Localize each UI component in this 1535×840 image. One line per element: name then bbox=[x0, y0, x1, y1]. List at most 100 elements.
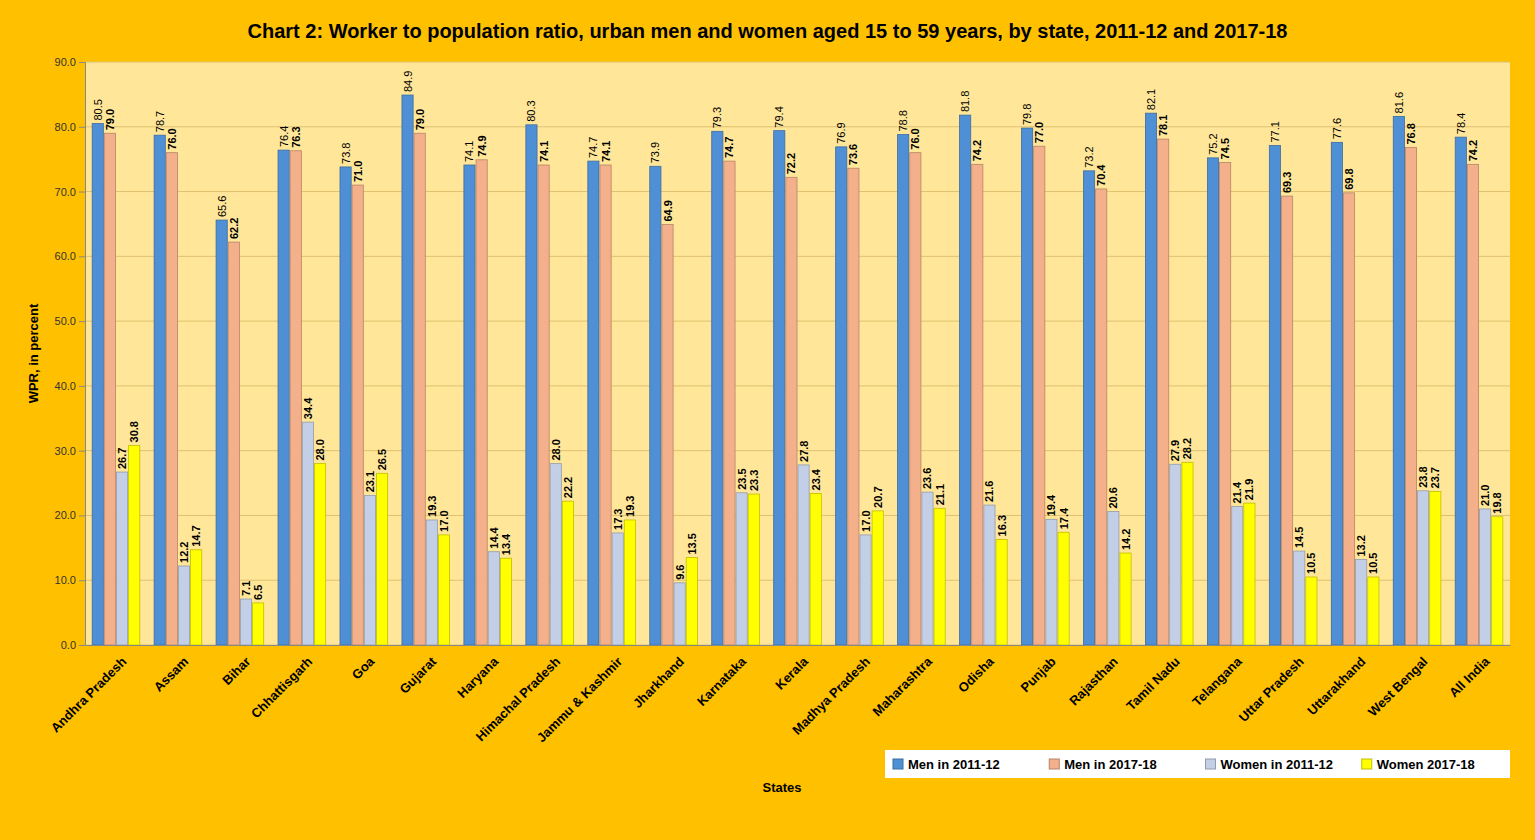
legend-item: Women 2017-18 bbox=[1362, 757, 1475, 772]
data-label: 12.2 bbox=[178, 542, 190, 563]
bar bbox=[302, 422, 313, 645]
data-label: 27.8 bbox=[798, 440, 810, 461]
tick: Bihar bbox=[219, 645, 253, 688]
data-label: 78.7 bbox=[154, 111, 166, 132]
bar bbox=[898, 135, 909, 645]
bar bbox=[600, 165, 611, 645]
data-label: 74.1 bbox=[463, 141, 475, 162]
bar bbox=[1207, 158, 1218, 645]
tick-mark bbox=[79, 515, 85, 516]
data-label: 64.9 bbox=[662, 200, 674, 221]
legend-item: Women in 2011-12 bbox=[1206, 757, 1333, 772]
tick-mark bbox=[79, 127, 85, 128]
bar bbox=[1418, 491, 1429, 645]
data-label: 28.0 bbox=[314, 439, 326, 460]
bar bbox=[426, 520, 437, 645]
bar bbox=[1343, 193, 1354, 645]
data-label: 78.1 bbox=[1157, 115, 1169, 136]
tick-label: Assam bbox=[151, 654, 192, 695]
tick-label: Andhra Pradesh bbox=[48, 654, 130, 736]
bar bbox=[129, 445, 140, 645]
data-label: 23.4 bbox=[810, 468, 822, 490]
data-label: 23.8 bbox=[1417, 466, 1429, 487]
data-label: 34.4 bbox=[302, 397, 314, 419]
data-label: 23.6 bbox=[921, 468, 933, 489]
data-label: 79.8 bbox=[1021, 104, 1033, 125]
data-label: 76.8 bbox=[1405, 123, 1417, 144]
data-label: 17.4 bbox=[1058, 507, 1070, 529]
bar bbox=[1158, 139, 1169, 645]
background bbox=[0, 0, 1535, 840]
bar bbox=[1368, 577, 1379, 645]
tick: Karnataka bbox=[694, 645, 750, 709]
bar bbox=[588, 161, 599, 645]
bar-series bbox=[129, 445, 1503, 645]
data-label: 23.1 bbox=[364, 471, 376, 492]
data-label: 21.6 bbox=[983, 481, 995, 502]
data-label: 76.3 bbox=[290, 126, 302, 147]
bar bbox=[612, 533, 623, 645]
bar bbox=[216, 220, 227, 645]
tick-mark bbox=[79, 192, 85, 193]
data-label: 16.3 bbox=[996, 515, 1008, 536]
tick-label: West Bengal bbox=[1365, 654, 1431, 720]
data-label: 17.0 bbox=[438, 510, 450, 531]
tick-label: Odisha bbox=[955, 653, 997, 695]
data-label: 76.4 bbox=[278, 126, 290, 147]
tick-mark bbox=[79, 386, 85, 387]
data-label: 74.7 bbox=[723, 137, 735, 158]
bar bbox=[364, 495, 375, 645]
tick-label: Karnataka bbox=[694, 653, 750, 709]
bar bbox=[402, 95, 413, 645]
tick: Tamil Nadu bbox=[1123, 645, 1183, 713]
data-label: 79.0 bbox=[104, 109, 116, 130]
bar bbox=[674, 583, 685, 645]
data-label: 20.6 bbox=[1107, 487, 1119, 508]
bar bbox=[253, 603, 264, 645]
bar bbox=[104, 133, 115, 645]
bar bbox=[1058, 532, 1069, 645]
bar bbox=[774, 131, 785, 645]
bar bbox=[1220, 162, 1231, 645]
bar bbox=[1096, 189, 1107, 645]
tick-label: 0.0 bbox=[61, 639, 76, 651]
bar bbox=[526, 125, 537, 645]
tick-label: Bihar bbox=[219, 654, 253, 688]
tick-label: Uttar Pradesh bbox=[1236, 654, 1307, 725]
tick: Assam bbox=[151, 645, 192, 695]
data-label: 74.7 bbox=[587, 137, 599, 158]
legend-box bbox=[885, 750, 1510, 778]
bar bbox=[1244, 503, 1255, 645]
data-label: 76.9 bbox=[835, 122, 847, 143]
tick-label: Madhya Pradesh bbox=[789, 654, 873, 738]
bar bbox=[414, 133, 425, 645]
bar bbox=[352, 185, 363, 645]
bar bbox=[1120, 553, 1131, 645]
data-label: 21.0 bbox=[1479, 485, 1491, 506]
data-label: 72.2 bbox=[785, 153, 797, 174]
tick-label: 50.0 bbox=[55, 315, 76, 327]
bar bbox=[538, 165, 549, 645]
bar bbox=[1108, 512, 1119, 645]
bar bbox=[1022, 128, 1033, 645]
tick: Uttarakhand bbox=[1304, 645, 1368, 718]
grid-line bbox=[85, 62, 1510, 63]
data-label: 20.7 bbox=[872, 486, 884, 507]
bar bbox=[662, 225, 673, 645]
data-label: 28.2 bbox=[1181, 438, 1193, 459]
tick-mark bbox=[79, 62, 85, 63]
bar bbox=[624, 520, 635, 645]
bar bbox=[872, 511, 883, 645]
tick: Haryana bbox=[454, 645, 501, 701]
bar bbox=[1294, 551, 1305, 645]
bar bbox=[1393, 116, 1404, 645]
bar bbox=[786, 177, 797, 645]
bar bbox=[562, 501, 573, 645]
data-label: 7.1 bbox=[240, 581, 252, 596]
data-label: 19.4 bbox=[1045, 494, 1057, 516]
tick-label: Rajasthan bbox=[1066, 654, 1121, 709]
tick-mark bbox=[79, 580, 85, 581]
tick: Andhra Pradesh bbox=[48, 645, 130, 735]
data-label: 79.0 bbox=[414, 109, 426, 130]
tick: Madhya Pradesh bbox=[789, 645, 873, 738]
